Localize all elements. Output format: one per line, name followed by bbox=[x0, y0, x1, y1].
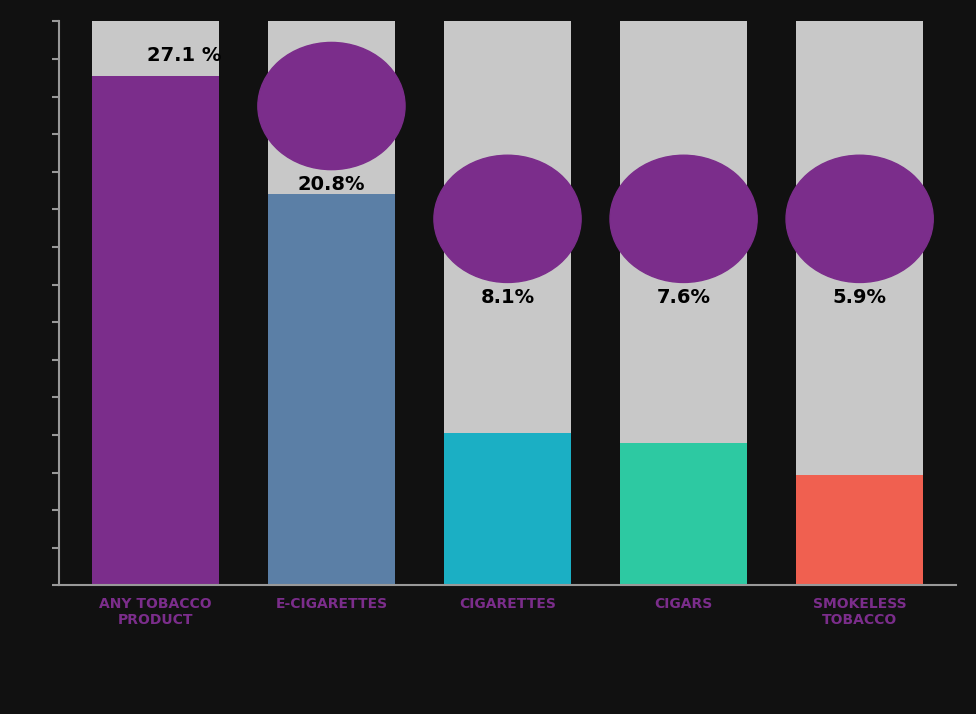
Bar bbox=[444, 21, 571, 585]
Text: 5.9%: 5.9% bbox=[833, 288, 886, 307]
Bar bbox=[268, 21, 395, 585]
Text: 20.8%: 20.8% bbox=[298, 175, 365, 194]
Ellipse shape bbox=[786, 155, 933, 283]
Bar bbox=[620, 21, 747, 585]
Bar bbox=[796, 21, 923, 585]
Ellipse shape bbox=[434, 155, 581, 283]
Text: 8.1%: 8.1% bbox=[480, 288, 535, 307]
Bar bbox=[796, 475, 923, 585]
Text: 7.6%: 7.6% bbox=[657, 288, 711, 307]
Text: 27.1 %: 27.1 % bbox=[146, 46, 221, 65]
Bar bbox=[268, 194, 395, 585]
Ellipse shape bbox=[258, 42, 405, 170]
Ellipse shape bbox=[610, 155, 757, 283]
Bar bbox=[92, 21, 219, 585]
Bar bbox=[92, 76, 219, 585]
Bar bbox=[620, 443, 747, 585]
Bar bbox=[444, 433, 571, 585]
